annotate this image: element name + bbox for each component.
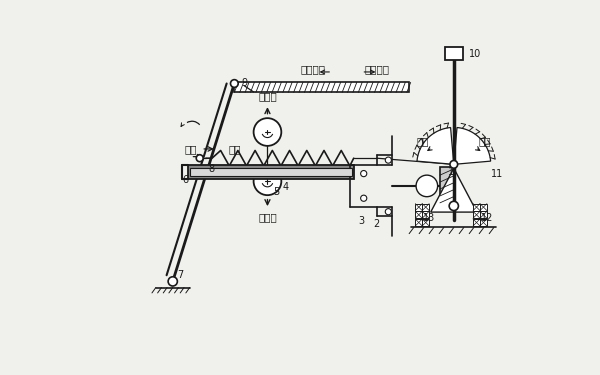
Bar — [415, 219, 422, 226]
Bar — [473, 211, 480, 218]
Circle shape — [361, 171, 367, 177]
Bar — [415, 211, 422, 218]
Text: 增加供油: 增加供油 — [364, 64, 389, 74]
Text: 6: 6 — [183, 175, 189, 185]
Text: 9: 9 — [241, 78, 247, 88]
Polygon shape — [431, 168, 477, 212]
Circle shape — [230, 80, 238, 87]
Bar — [480, 204, 487, 210]
Circle shape — [416, 175, 437, 197]
Text: 8: 8 — [208, 164, 214, 174]
Text: 11: 11 — [491, 169, 503, 178]
Circle shape — [254, 118, 281, 146]
Text: 離心力: 離心力 — [258, 212, 277, 222]
Bar — [480, 219, 487, 226]
Bar — [473, 219, 480, 226]
Bar — [422, 211, 429, 218]
Bar — [422, 204, 429, 210]
Bar — [190, 168, 352, 176]
Text: 12: 12 — [481, 213, 493, 223]
Bar — [473, 204, 480, 210]
Text: 3: 3 — [358, 216, 364, 226]
Polygon shape — [417, 128, 454, 164]
Circle shape — [361, 195, 367, 201]
Bar — [480, 211, 487, 218]
Circle shape — [385, 157, 391, 163]
Circle shape — [385, 209, 391, 215]
Circle shape — [254, 167, 281, 195]
Text: 5: 5 — [274, 187, 280, 197]
Circle shape — [168, 277, 178, 286]
Circle shape — [449, 201, 458, 210]
Polygon shape — [454, 128, 491, 164]
Text: 4: 4 — [283, 183, 289, 192]
Bar — [445, 46, 463, 60]
Text: 減油: 減油 — [417, 136, 429, 146]
Bar — [235, 82, 409, 92]
Text: 1: 1 — [448, 167, 454, 177]
Bar — [415, 204, 422, 210]
Circle shape — [196, 155, 203, 162]
Bar — [188, 165, 354, 179]
Text: 2: 2 — [374, 219, 380, 229]
Text: 推力: 推力 — [228, 144, 241, 154]
Text: 7: 7 — [178, 270, 184, 280]
Text: 拉力: 拉力 — [184, 144, 197, 154]
Text: 加油: 加油 — [478, 136, 491, 146]
Text: 離心力: 離心力 — [258, 92, 277, 102]
Text: 13: 13 — [423, 213, 435, 223]
Bar — [440, 166, 455, 205]
Circle shape — [450, 160, 458, 168]
Bar — [422, 219, 429, 226]
Text: 減少供油: 減少供油 — [301, 64, 325, 74]
Text: 10: 10 — [469, 49, 481, 59]
